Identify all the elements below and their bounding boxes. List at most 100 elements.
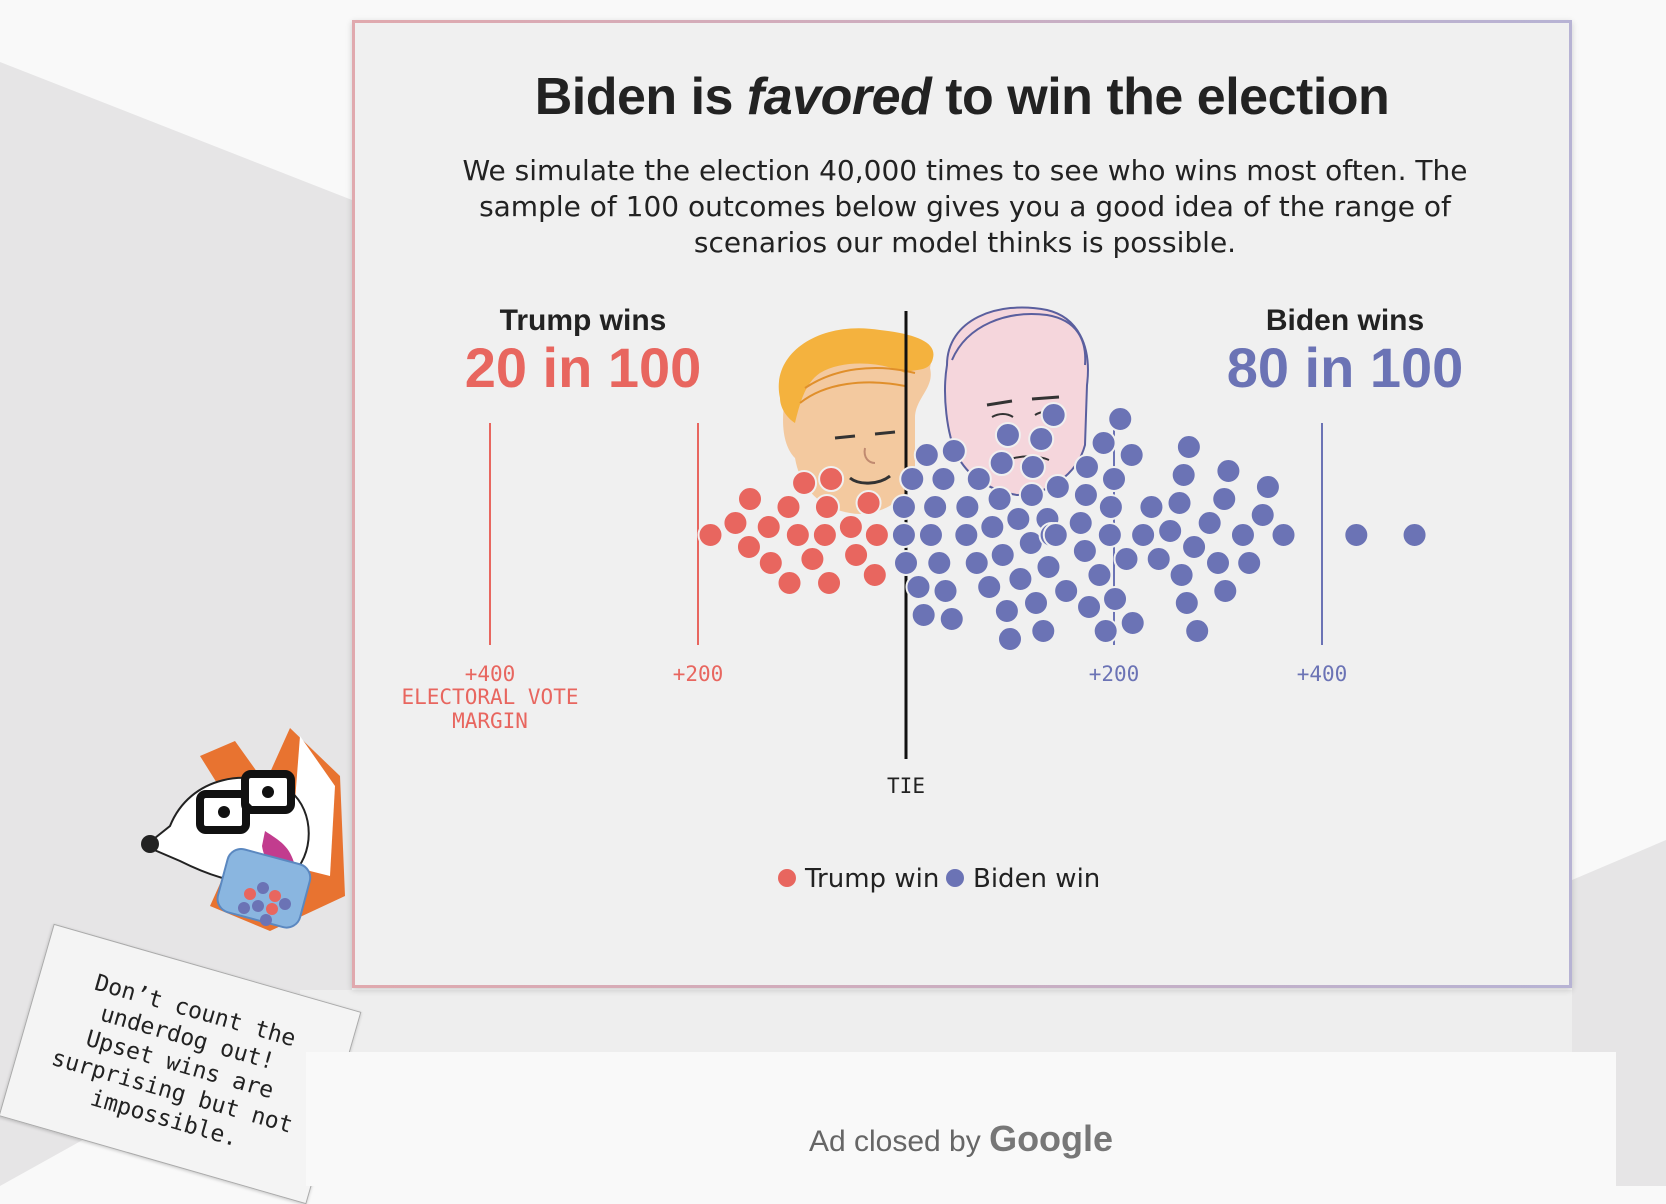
biden-win-dot [1007,566,1034,592]
fox-mascot [141,728,345,931]
trump-win-dot [757,550,784,576]
axis-label: ELECTORAL VOTE [401,685,578,709]
biden-win-dot [1196,510,1223,536]
biden-win-dot [1067,510,1094,536]
ad-closed-text: Ad closed by [808,1125,981,1158]
biden-win-dot [922,494,949,520]
tie-label: TIE [887,774,925,798]
simulation-chart: Trump wins 20 in 100 Biden wins 80 in 10… [401,304,1464,894]
biden-win-dot [1145,546,1172,572]
biden-win-dot [1023,590,1049,616]
trump-win-dot [818,466,845,492]
tick-label-trump: +400 [465,662,516,686]
biden-win-dot [994,422,1021,448]
biden-win-dot [893,550,919,576]
trump-win-dot [861,562,888,588]
biden-win-dot [1173,590,1200,616]
biden-win-dot [989,542,1016,568]
legend-trump-label: Trump win [804,864,939,894]
biden-win-dot [940,438,967,464]
biden-win-dot [997,626,1023,652]
biden-win-dot [1170,462,1197,488]
dots-layer [697,402,1428,652]
trump-win-dot [784,522,811,548]
biden-win-dot [993,598,1020,624]
trump-win-dot [755,514,782,540]
google-logo-text: Google [989,1118,1114,1159]
legend-biden-label: Biden win [973,864,1100,894]
biden-win-dot [938,606,965,632]
trump-win-dot [776,570,803,596]
trump-win-dot [837,514,864,540]
biden-win-dot [1212,578,1239,604]
forecast-card: Biden is favored to win the election We … [352,20,1572,988]
trump-win-dot [816,570,843,596]
biden-win-dot [1040,402,1067,428]
trump-win-dot [855,490,882,516]
biden-win-dot [1101,466,1127,492]
biden-win-dot [1181,534,1208,560]
biden-win-dot [1254,474,1281,500]
biden-win-dot [976,574,1003,600]
ad-closed-message: Ad closed by Google [306,1118,1616,1160]
biden-win-dot [1401,522,1428,548]
trump-face-illustration [778,328,934,514]
biden-win-dot [926,550,953,576]
biden-win-dot [1130,522,1157,548]
biden-win-dot [1343,522,1370,548]
biden-win-dot [1236,550,1263,576]
trump-win-dot [697,522,724,548]
biden-win-dot [1030,618,1057,644]
biden-win-dot [1175,434,1202,460]
biden-win-dot [1270,522,1297,548]
trump-win-dot [791,470,818,496]
biden-win-dot [890,522,917,548]
trump-heading: Trump wins [500,304,667,337]
biden-win-dot [1005,506,1032,532]
biden-win-dot [979,514,1006,540]
biden-win-dot [1184,618,1211,644]
biden-win-dot [1215,458,1242,484]
biden-win-dot [1157,518,1184,544]
biden-win-dot [1138,494,1165,520]
biden-win-dot [1113,546,1140,572]
trump-win-count: 20 in 100 [465,336,702,399]
biden-win-dot [910,602,937,628]
biden-win-dot [954,494,981,520]
biden-win-dot [1205,550,1231,576]
biden-win-dot [1018,482,1045,508]
biden-win-dot [1096,522,1123,548]
title-emphasis: favored [746,68,932,126]
biden-win-dot [1073,454,1100,480]
trump-win-dot [811,522,838,548]
biden-win-dot [1071,538,1098,564]
biden-win-count: 80 in 100 [1227,336,1464,399]
biden-win-dot [1211,486,1238,512]
title-start: Biden is [534,68,734,126]
biden-win-dot [1086,562,1113,588]
biden-win-dot [988,450,1015,476]
trump-win-dot [813,494,840,520]
biden-win-dot [1076,594,1103,620]
biden-win-dot [1107,406,1134,432]
biden-win-dot [953,522,980,548]
biden-win-dot [1119,610,1146,636]
biden-win-dot [932,578,959,604]
biden-win-dot [1229,522,1256,548]
biden-win-dot [913,442,940,468]
biden-win-dot [1097,494,1124,520]
trump-win-dot [863,522,890,548]
axis-label: MARGIN [452,709,528,733]
chart-subtitle: We simulate the election 40,000 times to… [462,154,1468,259]
biden-win-dot [1019,454,1046,480]
biden-win-dot [1168,562,1195,588]
trump-win-dot [737,486,763,512]
biden-win-dot [905,574,932,600]
biden-win-dot [917,522,944,548]
biden-win-dot [1249,502,1276,528]
trump-win-dot [843,542,870,568]
chart-legend: Trump win Biden win [778,864,1100,894]
biden-win-dot [1102,586,1129,612]
legend-trump-marker [778,869,796,887]
biden-win-dot [1092,618,1119,644]
